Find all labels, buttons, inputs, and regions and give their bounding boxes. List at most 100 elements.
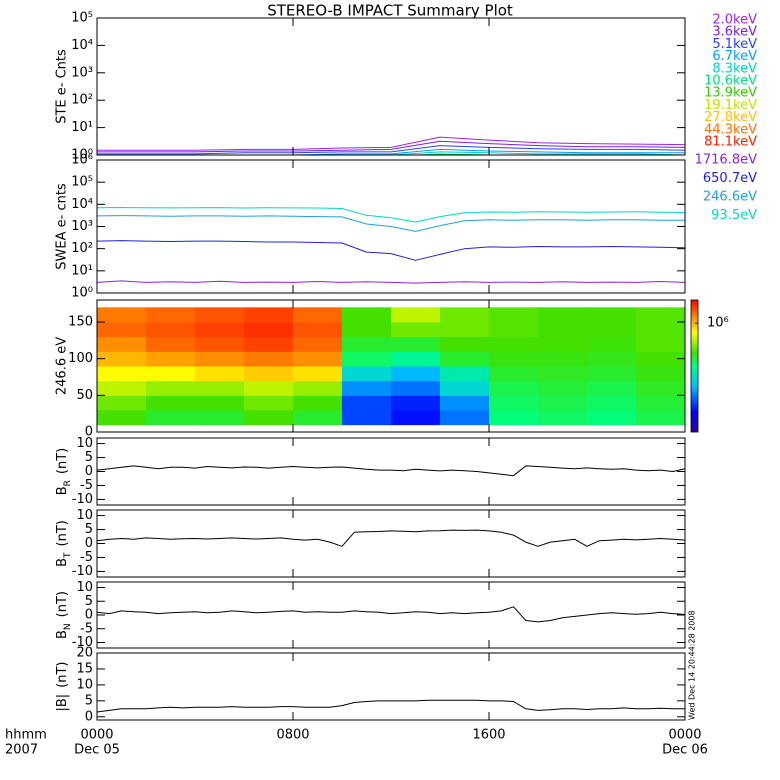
- heat-cell: [636, 410, 685, 426]
- y-axis-label: BR (nT): [55, 448, 73, 496]
- heat-cell: [440, 307, 490, 323]
- y-axis-label-unit: (nT): [55, 448, 70, 474]
- y-tick-label: 15: [76, 661, 93, 676]
- heat-cell: [195, 307, 245, 323]
- heat-cell: [587, 307, 637, 323]
- trace: [97, 699, 685, 713]
- y-axis-label: BT (nT): [55, 520, 73, 567]
- panel: [97, 699, 685, 713]
- y-tick-label: -10: [72, 635, 93, 650]
- heat-cell: [489, 322, 539, 338]
- legend-entry: 44.3keV: [704, 122, 757, 137]
- heat-cell: [293, 336, 343, 352]
- legend-entry: 246.6eV: [703, 190, 757, 205]
- heat-cell: [538, 351, 588, 367]
- x-tick-label: 0000: [80, 728, 113, 743]
- heat-cell: [146, 366, 196, 382]
- heat-cell: [636, 366, 685, 382]
- heat-cell: [97, 395, 147, 411]
- y-tick-label: 10³: [71, 65, 93, 80]
- y-tick-label: 0: [85, 709, 93, 724]
- heat-cell: [97, 351, 147, 367]
- y-tick-label: 5: [85, 522, 93, 537]
- heat-cell: [636, 380, 685, 396]
- plot-title: STEREO-B IMPACT Summary Plot: [267, 2, 513, 20]
- y-tick-label: 100: [68, 351, 93, 366]
- trace: [97, 140, 685, 153]
- y-axis-label-unit: (nT): [55, 661, 70, 687]
- heat-cell: [195, 380, 245, 396]
- heat-cell: [244, 380, 294, 396]
- y-axis-label-unit: (nT): [55, 520, 70, 546]
- trace: [97, 465, 685, 477]
- heat-cell: [244, 410, 294, 426]
- legend-entry: 650.7eV: [703, 171, 757, 186]
- legend-entry: 81.1keV: [704, 135, 757, 150]
- trace: [97, 240, 685, 261]
- y-tick-label: 10⁴: [71, 38, 93, 53]
- y-axis-label: BN (nT): [55, 591, 73, 639]
- heat-cell: [440, 351, 490, 367]
- heat-cell: [146, 336, 196, 352]
- y-tick-label: 150: [68, 315, 93, 330]
- legend-entry: 1716.8eV: [695, 153, 757, 168]
- heat-cell: [587, 322, 637, 338]
- heat-cell: [97, 307, 147, 323]
- y-tick-label: 10⁶: [71, 153, 93, 168]
- heat-cell: [489, 307, 539, 323]
- heat-cell: [293, 410, 343, 426]
- heat-cell: [195, 322, 245, 338]
- heat-cell: [146, 322, 196, 338]
- y-tick-label: -5: [80, 621, 93, 636]
- y-tick-label: 10⁰: [71, 148, 93, 163]
- heat-cell: [342, 410, 392, 426]
- trace: [323, 151, 685, 155]
- y-tick-label: 10⁵: [71, 175, 93, 190]
- heat-cell: [293, 380, 343, 396]
- heat-cell: [195, 410, 245, 426]
- y-tick-label: 0: [85, 425, 93, 440]
- panel: [97, 136, 685, 155]
- heat-cell: [587, 380, 637, 396]
- heat-cell: [587, 410, 637, 426]
- y-tick-label: 5: [85, 693, 93, 708]
- legend-entry: 13.9keV: [704, 86, 757, 101]
- y-axis-label-sub: R: [63, 480, 73, 486]
- legend-entry: 3.6keV: [712, 25, 757, 40]
- heat-cell: [489, 380, 539, 396]
- heat-cell: [97, 366, 147, 382]
- panel-frame: [96, 17, 686, 156]
- legend-entry: 10.6keV: [704, 74, 757, 89]
- legend-entry: 6.7keV: [712, 49, 757, 64]
- y-tick-label: -5: [80, 478, 93, 493]
- heat-cell: [440, 410, 490, 426]
- heat-cell: [636, 307, 685, 323]
- legend-entry: 27.8keV: [704, 110, 757, 125]
- heat-cell: [587, 395, 637, 411]
- y-tick-label: 10²: [71, 241, 93, 256]
- heat-cell: [440, 336, 490, 352]
- x-tick-label: 0800: [276, 728, 309, 743]
- y-axis-label-sub: T: [63, 552, 73, 559]
- heat-cell: [195, 351, 245, 367]
- heat-cell: [244, 395, 294, 411]
- heat-cell: [636, 395, 685, 411]
- y-tick-label: -5: [80, 550, 93, 565]
- y-tick-label: 0: [85, 464, 93, 479]
- heat-cell: [342, 366, 392, 382]
- legend-entry: 93.5eV: [711, 208, 757, 223]
- heat-cell: [342, 351, 392, 367]
- heat-cell: [97, 336, 147, 352]
- y-axis-label-main: |B|: [55, 694, 70, 712]
- y-tick-label: 10: [76, 677, 93, 692]
- heat-cell: [538, 380, 588, 396]
- panel: [97, 207, 685, 284]
- heat-cell: [146, 410, 196, 426]
- heat-cell: [391, 322, 441, 338]
- heat-cell: [538, 366, 588, 382]
- heat-cell: [97, 380, 147, 396]
- heat-cell: [342, 307, 392, 323]
- heat-cell: [195, 395, 245, 411]
- trace: [97, 148, 685, 155]
